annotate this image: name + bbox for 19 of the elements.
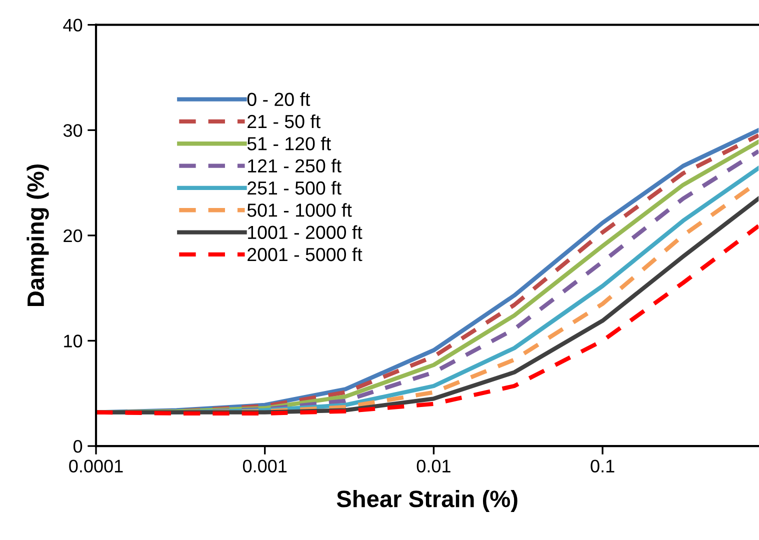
y-tick-label: 30 (63, 124, 82, 137)
y-tick-label: 40 (63, 18, 82, 32)
legend-label: 51 - 120 ft (247, 136, 331, 150)
legend-label: 501 - 1000 ft (247, 203, 352, 217)
x-tick-label: 0.01 (416, 460, 450, 472)
legend-label: 0 - 20 ft (247, 92, 310, 106)
x-axis-title: Shear Strain (%) (336, 490, 518, 512)
y-tick-label: 20 (64, 229, 82, 242)
legend-label: 121 - 250 ft (248, 158, 342, 173)
legend-label: 2001 - 5000 ft (248, 247, 362, 262)
x-tick-label: 0.0001 (69, 460, 123, 472)
legend-label: 21 - 50 ft (248, 114, 321, 128)
y-tick-label: 10 (64, 334, 82, 348)
x-tick-label: 0.001 (242, 460, 287, 472)
legend-label: 251 - 500 ft (248, 180, 342, 195)
legend-label: 1001 - 2000 ft (248, 225, 362, 240)
y-axis-title: Damping (%) (26, 164, 49, 306)
x-tick-label: 0.1 (590, 460, 614, 472)
y-tick-label: 0 (73, 440, 82, 453)
